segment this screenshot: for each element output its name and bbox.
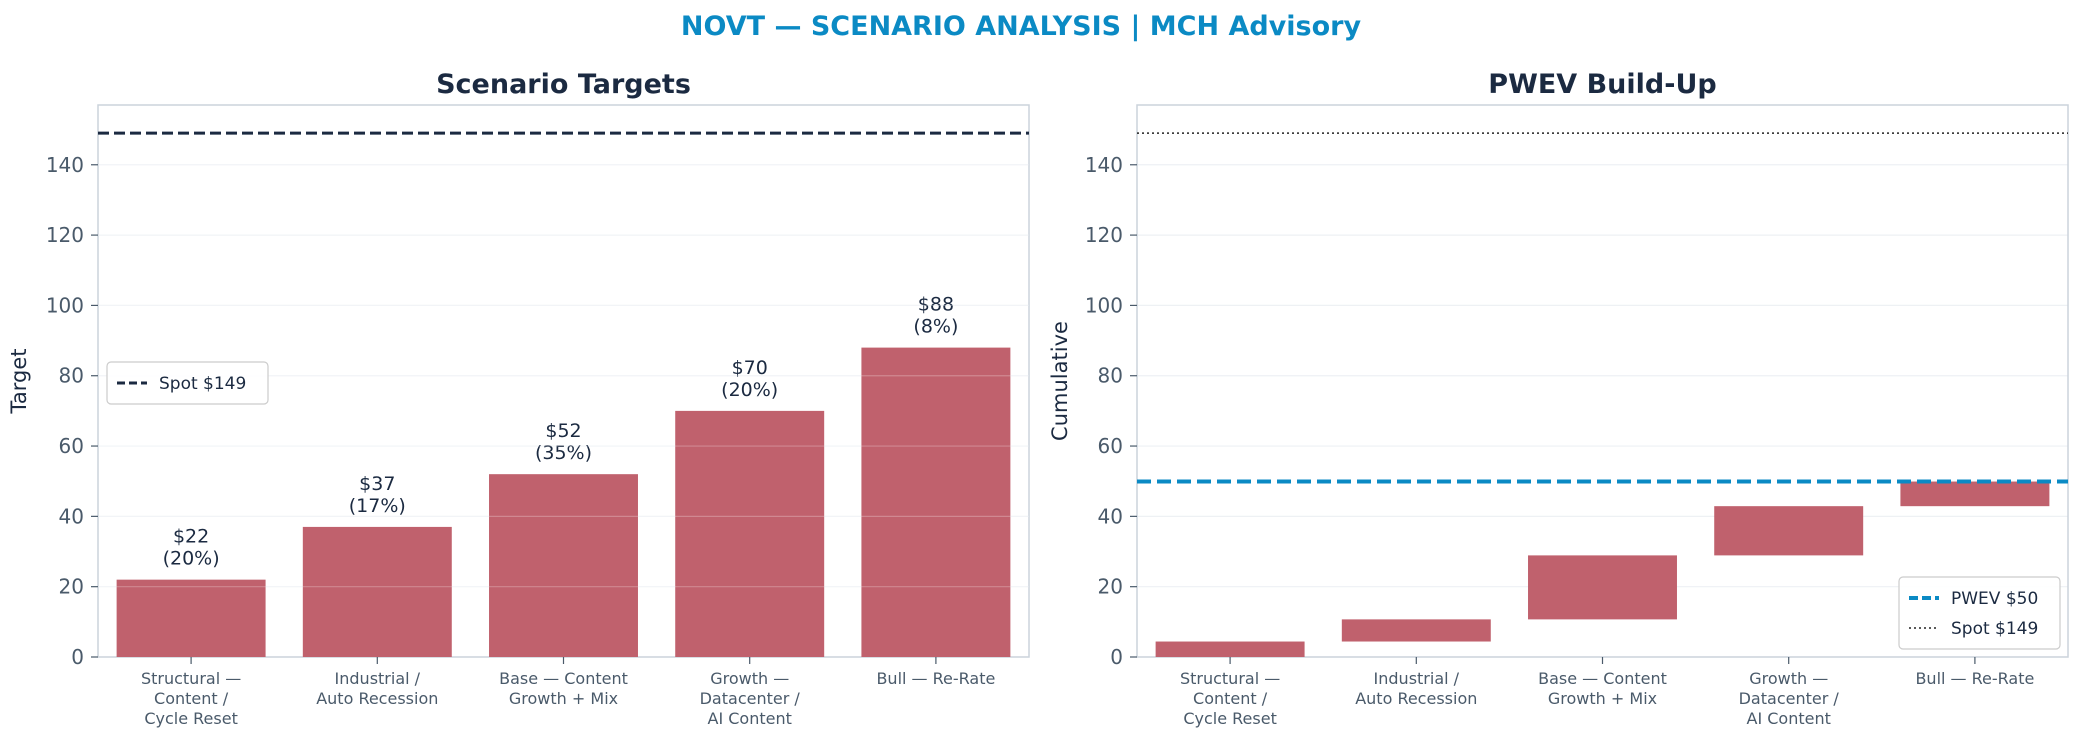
legend: Spot $149 bbox=[106, 361, 269, 405]
x-tick-label-bull-re-rate: Bull — Re-Rate bbox=[876, 669, 995, 688]
legend-label-spot-149: Spot $149 bbox=[159, 374, 246, 394]
y-tick-label-120: 120 bbox=[46, 223, 84, 247]
x-tick-label-structural-content-cycle-reset: Structural — Content / Cycle Reset bbox=[141, 669, 241, 728]
y-tick-label-80: 80 bbox=[59, 364, 84, 388]
x-tick-label-industrial-auto-recession: Industrial / Auto Recession bbox=[316, 669, 438, 708]
y-tick-label-20: 20 bbox=[59, 575, 84, 599]
y-tick-label-120: 120 bbox=[1085, 223, 1123, 247]
segment-industrial-auto-recession bbox=[1341, 619, 1491, 642]
bar-base-content-growth-mix bbox=[489, 474, 638, 657]
legend-label-spot-149: Spot $149 bbox=[1951, 619, 2038, 639]
legend-label-pwev-50: PWEV $50 bbox=[1951, 589, 2038, 609]
y-tick-label-100: 100 bbox=[1085, 293, 1123, 317]
y-tick-label-60: 60 bbox=[1098, 434, 1123, 458]
segment-structural-content-cycle-reset bbox=[1155, 641, 1305, 657]
y-axis-label: Cumulative bbox=[1048, 321, 1072, 441]
panel-title: Scenario Targets bbox=[436, 69, 691, 100]
panel-title: PWEV Build-Up bbox=[1488, 69, 1716, 100]
y-tick-label-100: 100 bbox=[46, 293, 84, 317]
bar-industrial-auto-recession bbox=[302, 526, 452, 657]
data-label-base-content-growth-mix: $52 (35%) bbox=[535, 420, 592, 464]
segment-base-content-growth-mix bbox=[1528, 555, 1677, 620]
y-tick-label-140: 140 bbox=[1085, 153, 1123, 177]
x-tick-label-bull-re-rate: Bull — Re-Rate bbox=[1915, 669, 2034, 688]
y-tick-label-40: 40 bbox=[1098, 504, 1123, 528]
y-tick-label-20: 20 bbox=[1098, 575, 1123, 599]
x-tick-label-base-content-growth-mix: Base — Content Growth + Mix bbox=[1538, 669, 1667, 708]
y-tick-label-0: 0 bbox=[1110, 645, 1123, 669]
data-label-growth-datacenter-ai-content: $70 (20%) bbox=[721, 357, 778, 401]
y-tick-label-80: 80 bbox=[1098, 364, 1123, 388]
bar-bull-re-rate bbox=[861, 347, 1011, 657]
x-tick-label-growth-datacenter-ai-content: Growth — Datacenter / AI Content bbox=[1739, 669, 1840, 728]
x-tick-label-growth-datacenter-ai-content: Growth — Datacenter / AI Content bbox=[700, 669, 801, 728]
y-tick-label-0: 0 bbox=[71, 645, 84, 669]
data-label-structural-content-cycle-reset: $22 (20%) bbox=[163, 526, 220, 570]
bar-growth-datacenter-ai-content bbox=[675, 410, 825, 657]
bar-structural-content-cycle-reset bbox=[116, 579, 266, 657]
x-tick-label-structural-content-cycle-reset: Structural — Content / Cycle Reset bbox=[1180, 669, 1280, 728]
x-tick-label-industrial-auto-recession: Industrial / Auto Recession bbox=[1355, 669, 1477, 708]
legend: PWEV $50 Spot $149 bbox=[1898, 576, 2061, 650]
data-label-bull-re-rate: $88 (8%) bbox=[913, 294, 958, 338]
segment-bull-re-rate bbox=[1900, 481, 2050, 507]
figure-title: NOVT — SCENARIO ANALYSIS | MCH Advisory bbox=[681, 11, 1362, 42]
x-tick-label-base-content-growth-mix: Base — Content Growth + Mix bbox=[499, 669, 628, 708]
scenario-targets-panel: 0 20 40 60 80 100 120 140 Structural — Content / C… bbox=[7, 69, 1030, 728]
y-tick-label-140: 140 bbox=[46, 153, 84, 177]
pwev-buildup-panel: 0 20 40 60 80 100 120 140 Structural — Content / C… bbox=[1048, 69, 2069, 728]
segment-growth-datacenter-ai-content bbox=[1714, 506, 1864, 556]
y-axis-label: Target bbox=[7, 349, 31, 415]
legend-box bbox=[1898, 576, 2061, 650]
y-tick-label-60: 60 bbox=[59, 434, 84, 458]
legend-box bbox=[106, 361, 269, 405]
y-tick-label-40: 40 bbox=[59, 504, 84, 528]
data-label-industrial-auto-recession: $37 (17%) bbox=[349, 473, 406, 517]
